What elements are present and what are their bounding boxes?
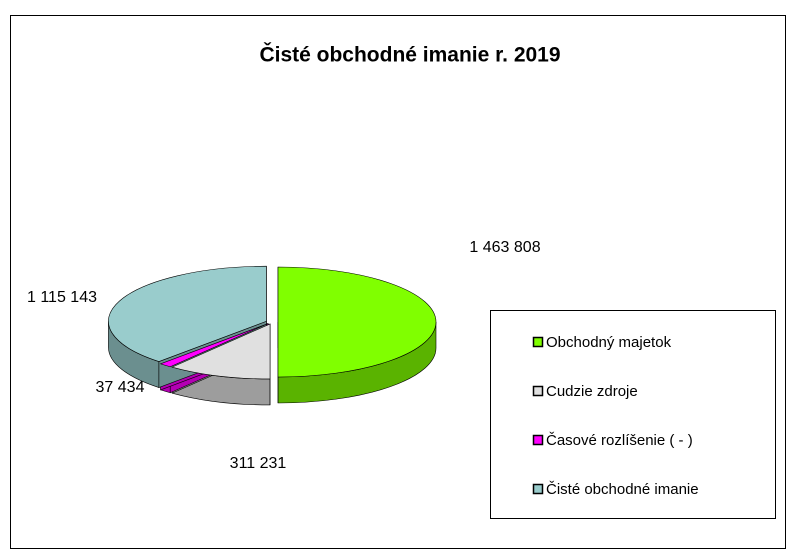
pie-slice [108,265,267,362]
legend-swatch [532,336,544,348]
data-label: 1 115 143 [27,289,97,306]
legend-label: Cudzie zdroje [546,383,638,400]
data-label: 1 463 808 [469,239,540,256]
chart-title: Čisté obchodné imanie r. 2019 [259,43,560,67]
pie-slice [277,266,437,378]
legend-swatch [532,483,544,495]
legend-swatch [532,434,544,446]
pie-slice [171,323,271,380]
legend-label: Obchodný majetok [546,334,672,351]
legend-swatch [532,385,544,397]
pie-slice [159,323,269,368]
legend-label: Časové rozlíšenie ( - ) [546,432,693,449]
legend-label: Čisté obchodné imanie [546,481,699,498]
data-label: 311 231 [230,455,287,472]
data-label: 37 434 [96,379,145,396]
